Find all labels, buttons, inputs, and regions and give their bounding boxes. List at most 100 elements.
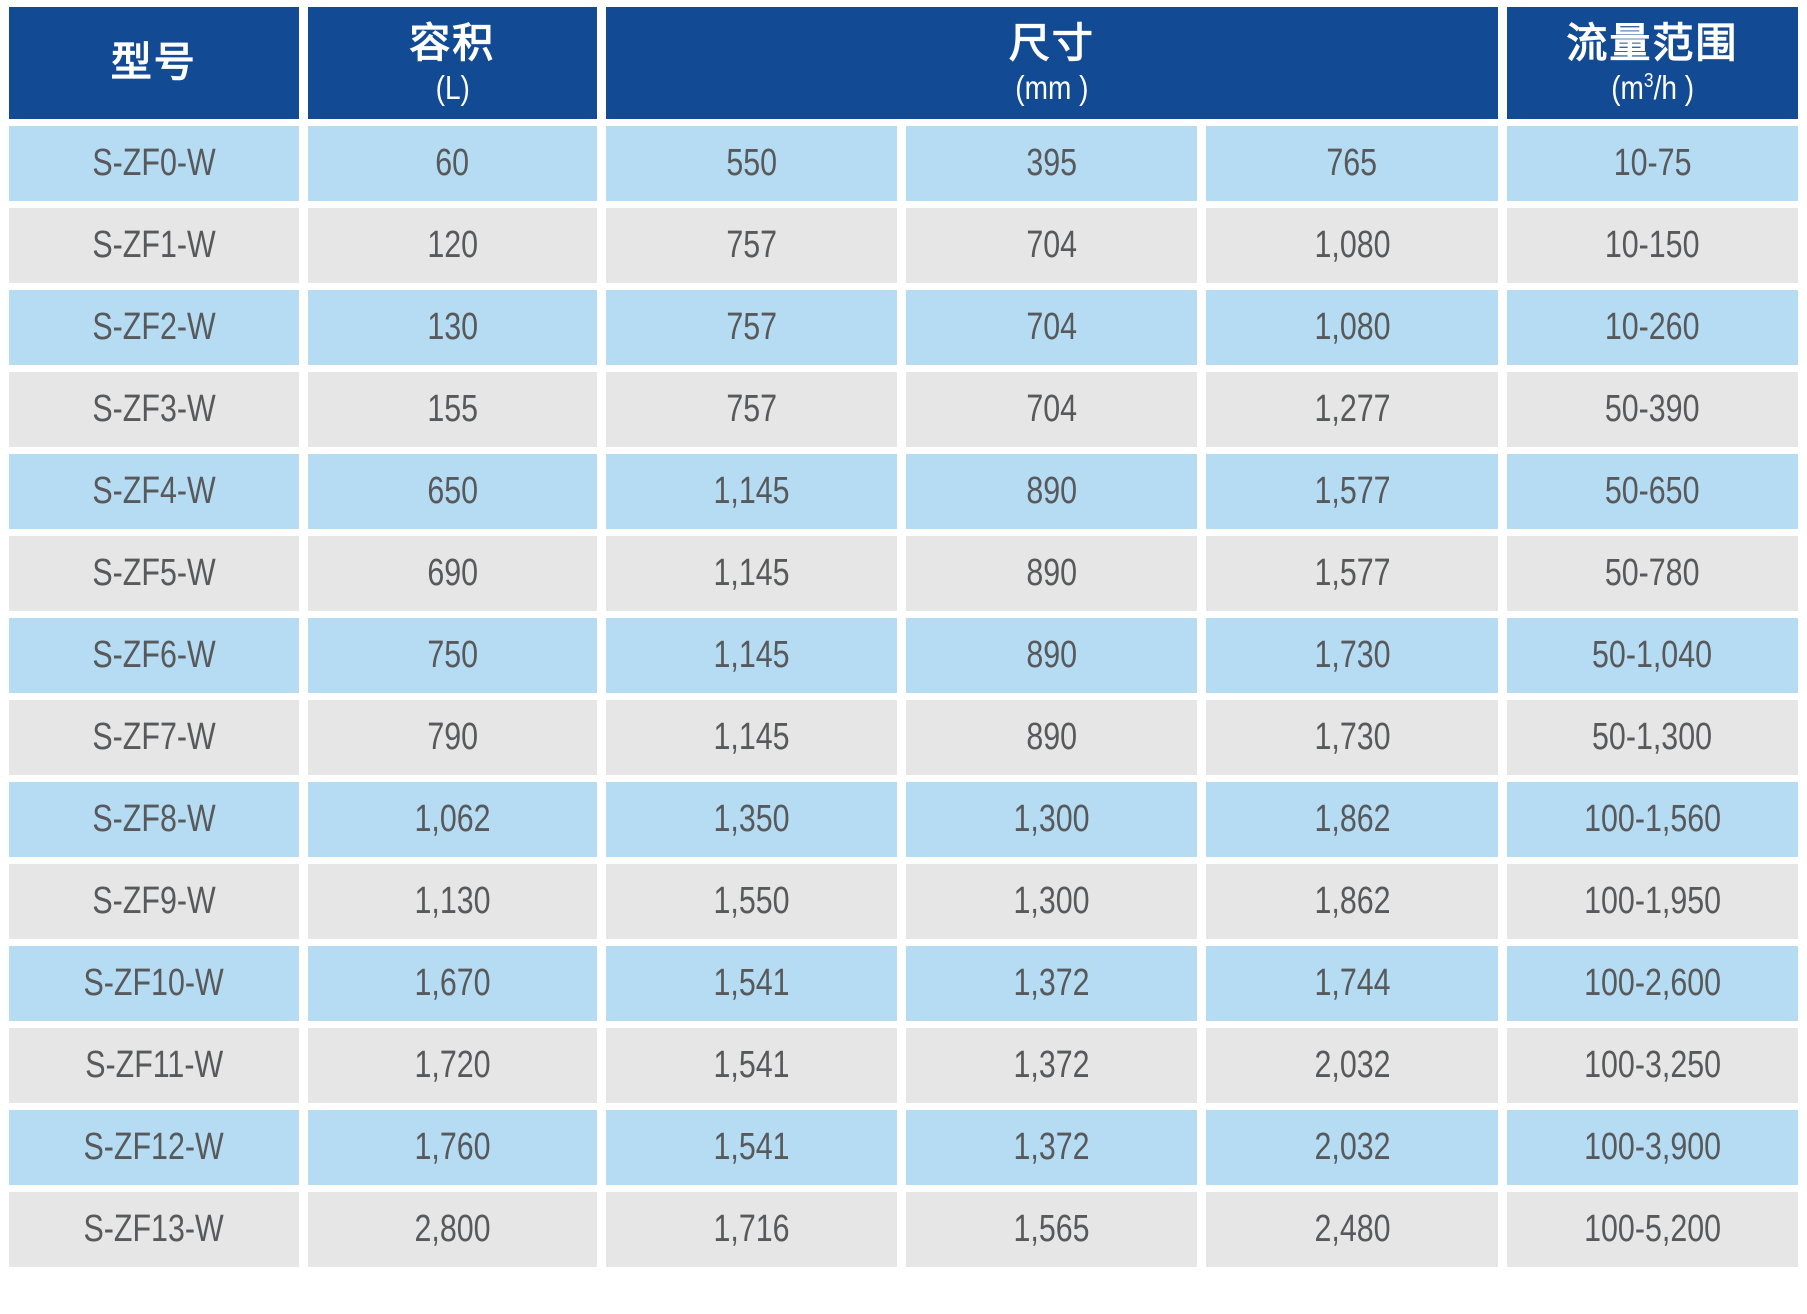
cell-dim-3: 2,032	[1206, 1110, 1498, 1185]
cell-dim-3: 1,730	[1206, 700, 1498, 775]
cell-volume: 1,720	[307, 1028, 597, 1103]
cell-volume: 2,800	[307, 1192, 597, 1267]
cell-dim-1: 1,145	[606, 536, 898, 611]
cell-flow-range: 100-3,250	[1506, 1028, 1798, 1103]
cell-dim-1: 1,541	[606, 946, 898, 1021]
cell-model: S-ZF6-W	[9, 618, 299, 693]
cell-volume: 690	[307, 536, 597, 611]
table-row: S-ZF6-W 750 1,145 890 1,730 50-1,040	[9, 618, 1798, 693]
cell-flow-range: 50-1,300	[1506, 700, 1798, 775]
cell-model: S-ZF9-W	[9, 864, 299, 939]
cell-dim-1: 1,541	[606, 1110, 898, 1185]
cell-flow-range: 10-150	[1506, 208, 1798, 283]
cell-dim-3: 1,862	[1206, 864, 1498, 939]
cell-flow-range: 10-75	[1506, 126, 1798, 201]
cell-dim-3: 1,744	[1206, 946, 1498, 1021]
cell-volume: 155	[307, 372, 597, 447]
cell-volume: 1,670	[307, 946, 597, 1021]
table-row: S-ZF10-W 1,670 1,541 1,372 1,744 100-2,6…	[9, 946, 1798, 1021]
cell-dim-3: 1,862	[1206, 782, 1498, 857]
flow-unit-suffix: /h )	[1653, 68, 1694, 106]
table-row: S-ZF3-W 155 757 704 1,277 50-390	[9, 372, 1798, 447]
cell-volume: 130	[307, 290, 597, 365]
cell-dim-3: 1,277	[1206, 372, 1498, 447]
cell-dim-1: 550	[606, 126, 898, 201]
cell-model: S-ZF10-W	[9, 946, 299, 1021]
cell-dim-2: 890	[906, 454, 1198, 529]
cell-dim-2: 890	[906, 536, 1198, 611]
cell-dim-2: 1,372	[906, 1028, 1198, 1103]
cell-volume: 60	[307, 126, 597, 201]
cell-model: S-ZF1-W	[9, 208, 299, 283]
cell-flow-range: 10-260	[1506, 290, 1798, 365]
cell-dim-3: 1,730	[1206, 618, 1498, 693]
cell-volume: 790	[307, 700, 597, 775]
cell-volume: 1,760	[307, 1110, 597, 1185]
table-row: S-ZF0-W 60 550 395 765 10-75	[9, 126, 1798, 201]
header-row: 型号 容积 (L) 尺寸 (mm ) 流量范围 (m3/h )	[9, 7, 1798, 119]
cell-dim-3: 1,080	[1206, 290, 1498, 365]
cell-dim-1: 757	[606, 208, 898, 283]
cell-dim-3: 1,577	[1206, 454, 1498, 529]
cell-flow-range: 50-650	[1506, 454, 1798, 529]
table-row: S-ZF2-W 130 757 704 1,080 10-260	[9, 290, 1798, 365]
cell-dim-2: 1,565	[906, 1192, 1198, 1267]
table-body: S-ZF0-W 60 550 395 765 10-75 S-ZF1-W 120…	[9, 126, 1798, 1267]
cell-model: S-ZF11-W	[9, 1028, 299, 1103]
flow-unit-superscript: 3	[1643, 68, 1654, 92]
table-row: S-ZF13-W 2,800 1,716 1,565 2,480 100-5,2…	[9, 1192, 1798, 1267]
table-row: S-ZF12-W 1,760 1,541 1,372 2,032 100-3,9…	[9, 1110, 1798, 1185]
cell-dim-2: 704	[906, 208, 1198, 283]
cell-dim-1: 1,350	[606, 782, 898, 857]
cell-volume: 1,130	[307, 864, 597, 939]
header-model: 型号	[9, 7, 299, 119]
cell-volume: 750	[307, 618, 597, 693]
flow-unit-prefix: (m	[1610, 68, 1644, 106]
header-dimensions-unit: (mm )	[1015, 68, 1089, 106]
cell-dim-2: 704	[906, 290, 1198, 365]
header-dimensions-label: 尺寸	[1008, 20, 1095, 67]
cell-volume: 120	[307, 208, 597, 283]
cell-volume: 650	[307, 454, 597, 529]
cell-dim-2: 395	[906, 126, 1198, 201]
cell-dim-2: 890	[906, 618, 1198, 693]
header-volume: 容积 (L)	[307, 7, 597, 119]
cell-dim-1: 1,541	[606, 1028, 898, 1103]
cell-flow-range: 100-2,600	[1506, 946, 1798, 1021]
cell-dim-3: 1,080	[1206, 208, 1498, 283]
table-row: S-ZF4-W 650 1,145 890 1,577 50-650	[9, 454, 1798, 529]
cell-model: S-ZF12-W	[9, 1110, 299, 1185]
cell-dim-1: 757	[606, 372, 898, 447]
table-row: S-ZF11-W 1,720 1,541 1,372 2,032 100-3,2…	[9, 1028, 1798, 1103]
cell-dim-2: 1,300	[906, 782, 1198, 857]
cell-flow-range: 50-390	[1506, 372, 1798, 447]
cell-flow-range: 100-1,950	[1506, 864, 1798, 939]
cell-dim-2: 1,300	[906, 864, 1198, 939]
cell-flow-range: 50-1,040	[1506, 618, 1798, 693]
cell-model: S-ZF8-W	[9, 782, 299, 857]
cell-dim-1: 1,716	[606, 1192, 898, 1267]
cell-flow-range: 100-5,200	[1506, 1192, 1798, 1267]
cell-dim-3: 765	[1206, 126, 1498, 201]
header-flow-range: 流量范围 (m3/h )	[1506, 7, 1798, 119]
table-row: S-ZF1-W 120 757 704 1,080 10-150	[9, 208, 1798, 283]
cell-dim-1: 757	[606, 290, 898, 365]
cell-dim-2: 890	[906, 700, 1198, 775]
cell-model: S-ZF2-W	[9, 290, 299, 365]
cell-dim-1: 1,145	[606, 700, 898, 775]
header-flow-range-unit: (m3/h )	[1529, 69, 1777, 107]
cell-model: S-ZF3-W	[9, 372, 299, 447]
table-row: S-ZF9-W 1,130 1,550 1,300 1,862 100-1,95…	[9, 864, 1798, 939]
cell-volume: 1,062	[307, 782, 597, 857]
cell-dim-1: 1,145	[606, 618, 898, 693]
table-row: S-ZF5-W 690 1,145 890 1,577 50-780	[9, 536, 1798, 611]
cell-model: S-ZF7-W	[9, 700, 299, 775]
header-dimensions: 尺寸 (mm )	[606, 7, 1498, 119]
product-spec-page: 型号 容积 (L) 尺寸 (mm ) 流量范围 (m3/h ) S-ZF0-W …	[9, 7, 1798, 1267]
cell-model: S-ZF0-W	[9, 126, 299, 201]
cell-model: S-ZF4-W	[9, 454, 299, 529]
cell-dim-2: 704	[906, 372, 1198, 447]
table-header: 型号 容积 (L) 尺寸 (mm ) 流量范围 (m3/h )	[9, 7, 1798, 119]
cell-model: S-ZF13-W	[9, 1192, 299, 1267]
cell-flow-range: 50-780	[1506, 536, 1798, 611]
